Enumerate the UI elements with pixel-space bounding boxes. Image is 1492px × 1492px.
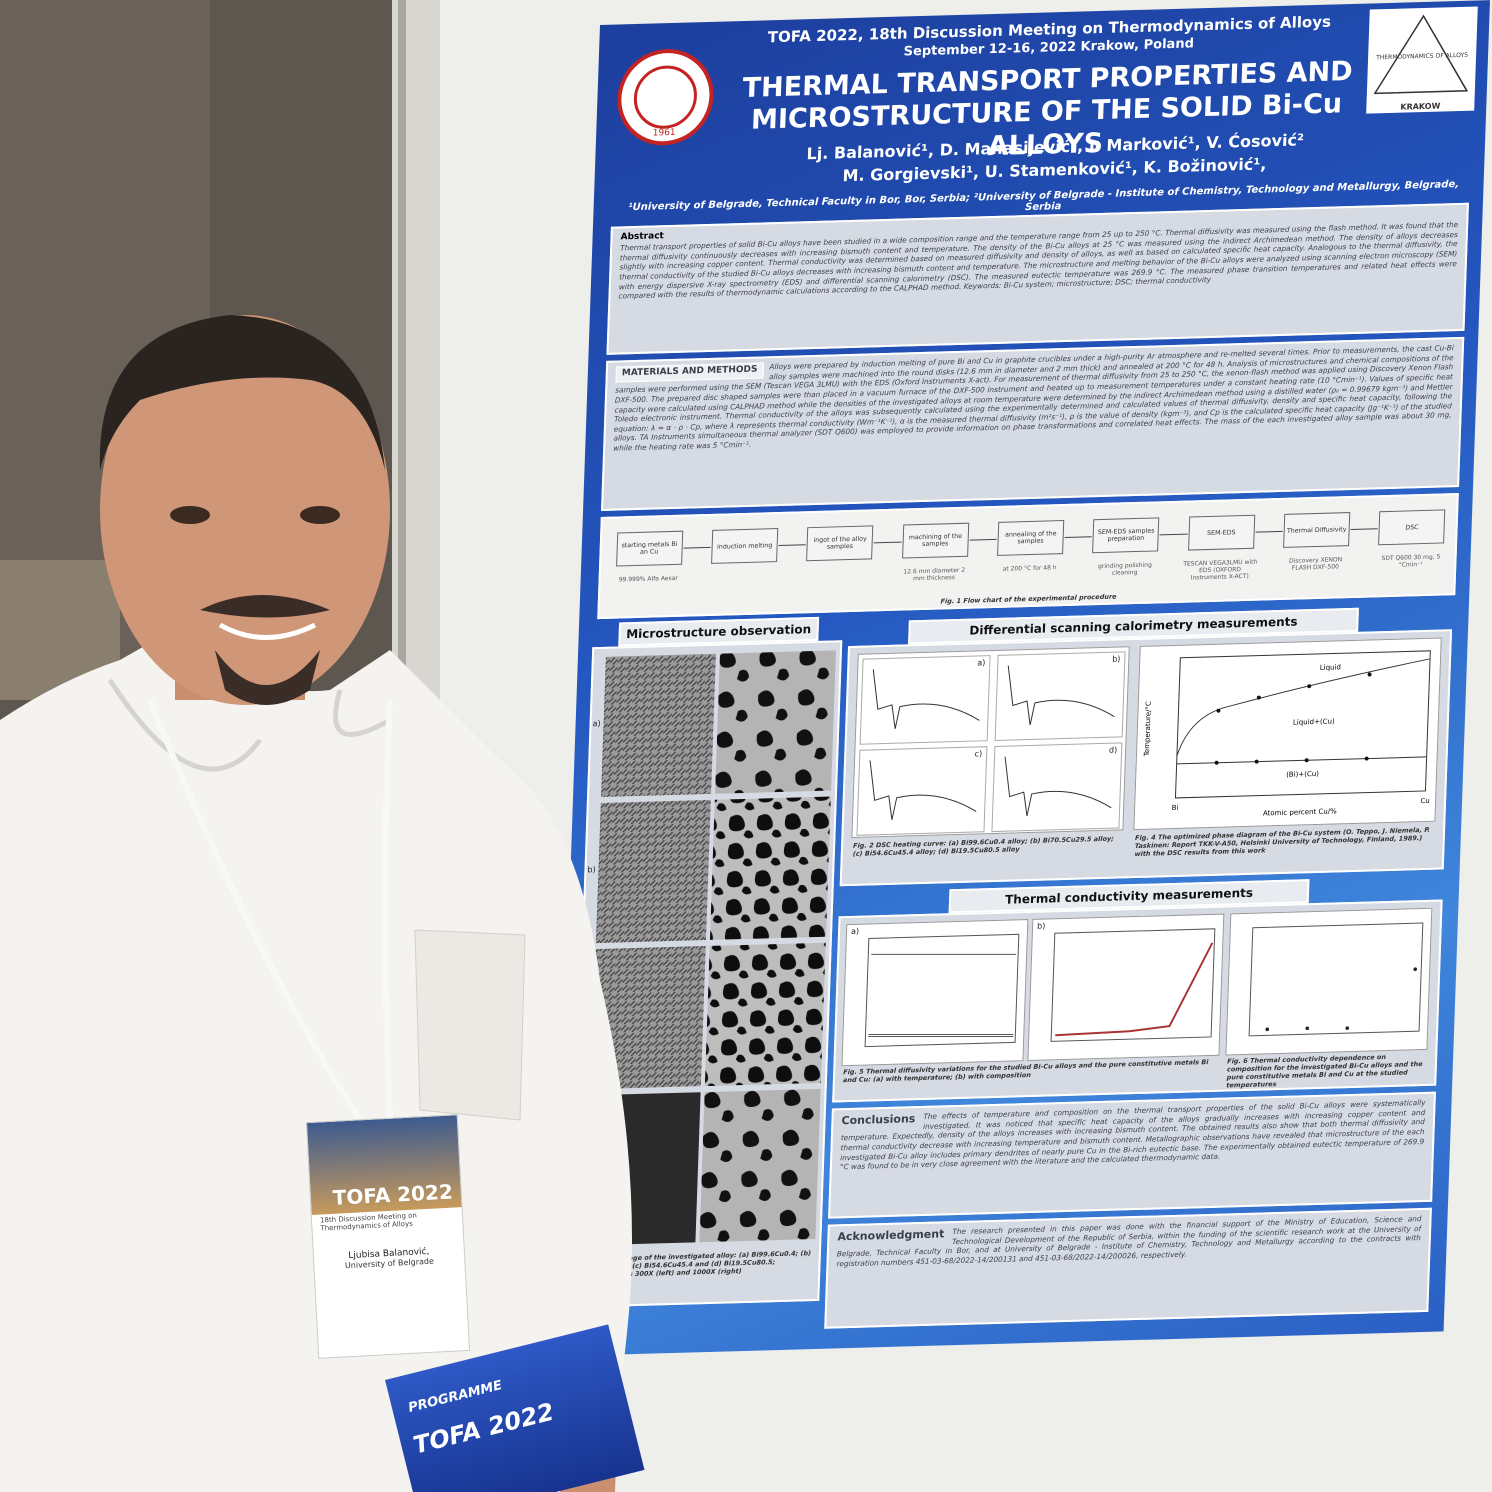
right-logo: THERMODYNAMICS OF ALLOYS KRAKOW — [1366, 6, 1478, 114]
graphic — [1216, 708, 1221, 713]
right-logo-triangle: THERMODYNAMICS OF ALLOYS — [1373, 14, 1469, 95]
phase-svg: Liquid Liquid+(Cu) (Bi)+(Cu) Atomic perc… — [1143, 650, 1431, 817]
logo-inner — [633, 65, 697, 129]
shirt-pocket — [414, 929, 526, 1121]
phase-y-label: Temperature/°C — [1143, 701, 1153, 757]
tc-a-svg — [864, 933, 1020, 1048]
graphic — [864, 933, 1020, 1048]
graphic — [868, 953, 1017, 1038]
white-shirt — [0, 620, 632, 1492]
graphic — [1256, 695, 1261, 700]
dsc-curves: a) b) c) d) — [851, 646, 1130, 838]
phase-label: Liquid — [1320, 663, 1341, 672]
graphic — [1304, 758, 1309, 763]
graphic — [1345, 1026, 1350, 1030]
tc-plot-a: a) — [841, 919, 1029, 1067]
dsc-plot: d) — [991, 742, 1123, 833]
dsc-curve — [1004, 756, 1112, 817]
graphic — [1413, 967, 1418, 972]
dsc-curve — [1007, 665, 1115, 726]
graphic — [871, 953, 1017, 955]
graphic — [709, 796, 831, 940]
graphic — [601, 653, 716, 797]
lanyard — [147, 698, 393, 1122]
dsc-plot: a) — [859, 655, 991, 745]
eye — [170, 506, 210, 524]
phase-x-end: Cu — [1420, 797, 1430, 805]
phase-frame — [1174, 650, 1431, 799]
logo-ring — [617, 49, 714, 146]
dsc-plot: b) — [994, 651, 1126, 741]
goatee — [215, 650, 320, 705]
triangle — [1373, 14, 1469, 95]
micro-panel: Fig. 3 SEM image of the investigated all… — [569, 640, 843, 1308]
sem-row-a — [601, 650, 836, 797]
sem-images — [585, 650, 836, 1246]
graphic — [1364, 756, 1369, 761]
curve — [1007, 665, 1115, 726]
dsc-curve — [869, 760, 977, 820]
logo-year: 1961 — [653, 128, 676, 139]
liquidus — [1176, 658, 1431, 757]
graphic — [1265, 967, 1418, 1032]
badge-event: TOFA 2022 — [306, 1115, 462, 1215]
graphic — [590, 946, 706, 1090]
hair — [99, 315, 386, 470]
dsc-panel: a) b) c) d) Fig. 2 DSC heating curve: (a) B… — [839, 629, 1453, 887]
curve — [1004, 756, 1112, 817]
sem-row-c — [590, 942, 826, 1090]
graphic — [1248, 922, 1424, 1037]
graphic — [1214, 760, 1219, 765]
phase-x-end: Bi — [1172, 804, 1179, 812]
graphic — [704, 942, 826, 1087]
eye — [300, 506, 340, 524]
phase-label: (Bi)+(Cu) — [1286, 770, 1319, 779]
graphic — [1055, 942, 1214, 1037]
graphic — [868, 1035, 1014, 1038]
tc-panel: a) b) Fig. 5 Thermal diffusivity variati… — [832, 899, 1443, 1103]
curve — [869, 760, 977, 820]
graphic — [1254, 759, 1259, 764]
graphic — [595, 799, 711, 944]
name-badge: TOFA 2022 18th Discussion Meeting on The… — [305, 1114, 471, 1359]
tc-plot-c — [1225, 907, 1433, 1056]
graphic — [1307, 684, 1312, 689]
dsc-curve — [872, 669, 980, 729]
tc-b-svg — [1050, 928, 1216, 1042]
graphic — [1305, 1026, 1310, 1031]
collar — [107, 678, 392, 772]
right-logo-top: THERMODYNAMICS OF ALLOYS — [1375, 52, 1468, 62]
curve — [872, 669, 980, 729]
tc-c-svg — [1248, 922, 1424, 1037]
graphic — [868, 1033, 1014, 1036]
graphic — [1367, 672, 1372, 677]
left-logo: 1961 — [617, 49, 714, 146]
moustache — [200, 595, 330, 618]
phase-label: Liquid+(Cu) — [1293, 717, 1335, 726]
graphic — [715, 650, 836, 794]
sem-row-b — [595, 796, 831, 944]
graphic — [699, 1088, 821, 1243]
dsc-plot: c) — [856, 746, 988, 836]
phase-diagram: Liquid Liquid+(Cu) (Bi)+(Cu) Atomic perc… — [1133, 637, 1442, 831]
graphic — [1050, 928, 1216, 1042]
smile — [218, 622, 317, 640]
tc-plot-b: b) — [1027, 913, 1225, 1062]
dsc-points — [1214, 672, 1372, 765]
poster: 1961 THERMODYNAMICS OF ALLOYS KRAKOW TOF… — [553, 0, 1490, 1357]
phase-x-label: Atomic percent Cu/% — [1263, 807, 1337, 817]
graphic — [1265, 1027, 1270, 1032]
